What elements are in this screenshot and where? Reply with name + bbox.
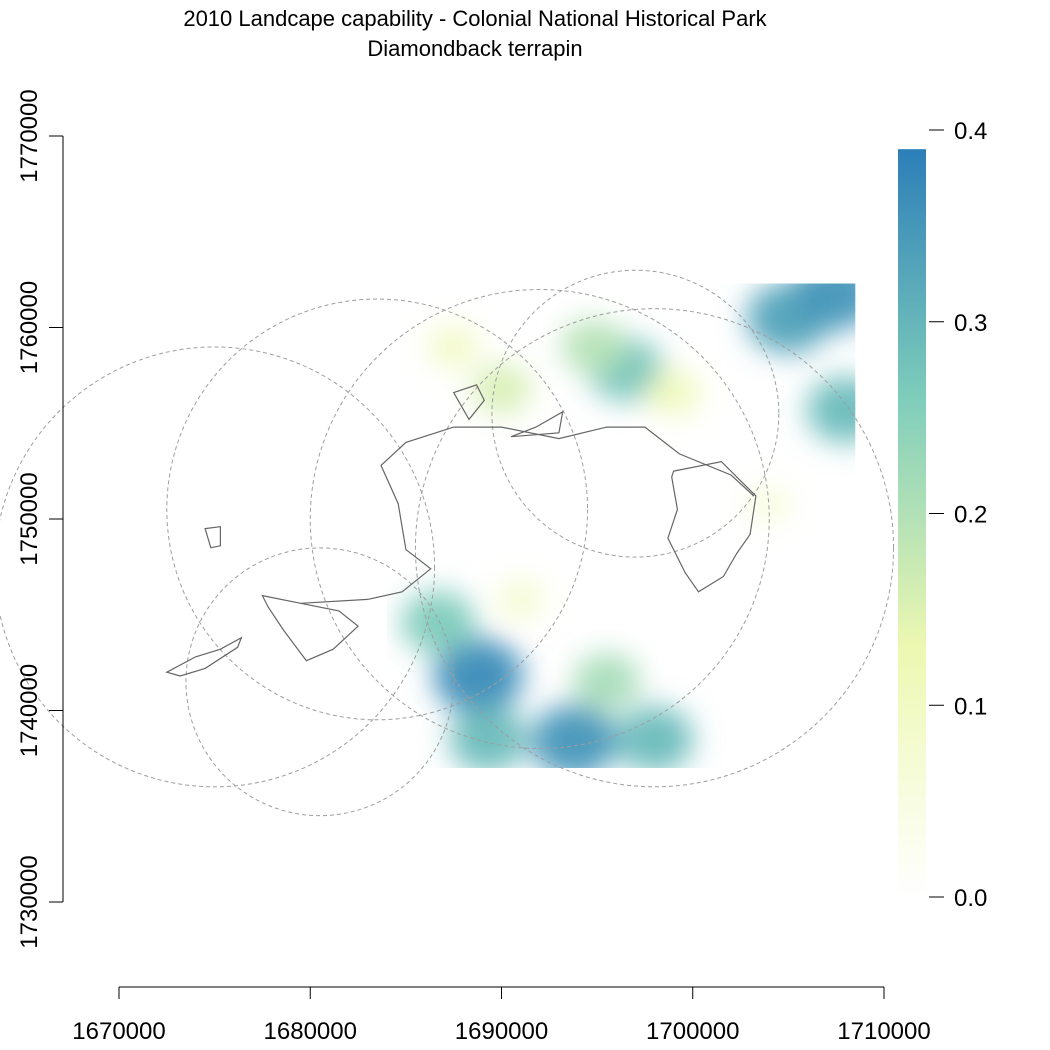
x-axis: 1670000 1680000 1690000 1700000 1710000 [72, 986, 931, 1045]
y-tick-label-1: 1740000 [16, 664, 43, 757]
boundary-segment-5 [667, 460, 757, 593]
legend-tick-label-3: 0.3 [954, 310, 987, 337]
buffer-circle-0 [0, 346, 435, 788]
y-tick-label-3: 1760000 [16, 281, 43, 374]
raster-hotspot-14 [497, 579, 545, 620]
raster-hotspot-7 [561, 319, 626, 374]
raster-hotspot-0 [433, 638, 524, 714]
y-tick-label-2: 1750000 [16, 472, 43, 565]
boundary-segment-0 [165, 636, 243, 677]
legend-tick-label-2: 0.2 [954, 502, 987, 529]
x-tick-label-3: 1700000 [646, 1018, 739, 1045]
raster-hotspot-4 [573, 653, 641, 711]
raster-hotspot-1 [401, 591, 476, 654]
legend-tick-label-1: 0.1 [954, 693, 987, 720]
x-tick-label-4: 1710000 [837, 1018, 930, 1045]
raster-hotspot-3 [449, 706, 528, 768]
buffer-circle-5 [491, 269, 780, 558]
capability-raster [401, 283, 856, 768]
boundary-segment-4 [510, 410, 564, 438]
map-title-line-2: Diamondback terrapin [367, 36, 582, 61]
raster-hotspot-9 [793, 283, 856, 330]
y-axis: 1730000 1740000 1750000 1760000 1770000 [16, 89, 64, 949]
raster-hotspots [401, 283, 856, 768]
raster-hotspot-10 [806, 376, 856, 443]
boundary-segment-6 [204, 526, 221, 549]
raster-hotspot-5 [615, 706, 694, 768]
buffer-circle-2 [166, 298, 589, 721]
raster-hotspot-15 [747, 484, 792, 523]
map-title-line-1: 2010 Landcape capability - Colonial Nati… [183, 6, 767, 31]
color-legend: 0.0 0.1 0.2 0.3 0.4 [898, 118, 987, 912]
legend-ticks: 0.0 0.1 0.2 0.3 0.4 [929, 118, 987, 912]
legend-tick-label-0: 0.0 [954, 885, 987, 912]
x-tick-label-2: 1690000 [455, 1018, 548, 1045]
raster-hotspot-2 [530, 704, 618, 768]
legend-tick-label-4: 0.4 [954, 118, 987, 145]
park-buffer-outline [0, 269, 895, 817]
raster-hotspot-13 [647, 370, 701, 416]
boundary-segment-3 [452, 384, 486, 421]
x-tick-label-1: 1680000 [264, 1018, 357, 1045]
y-tick-label-4: 1770000 [16, 89, 43, 182]
raster-hotspot-12 [428, 325, 479, 368]
boundary-segment-1 [261, 594, 360, 662]
legend-color-bar [898, 149, 926, 898]
park-boundary-outline [165, 384, 757, 677]
raster-hotspot-11 [472, 363, 531, 414]
y-tick-label-0: 1730000 [16, 855, 43, 948]
x-tick-label-0: 1670000 [72, 1018, 165, 1045]
buffer-circle-1 [414, 308, 895, 788]
buffer-circle-4 [185, 547, 455, 817]
boundary-segment-2 [300, 426, 755, 604]
buffer-circle-3 [309, 289, 770, 749]
